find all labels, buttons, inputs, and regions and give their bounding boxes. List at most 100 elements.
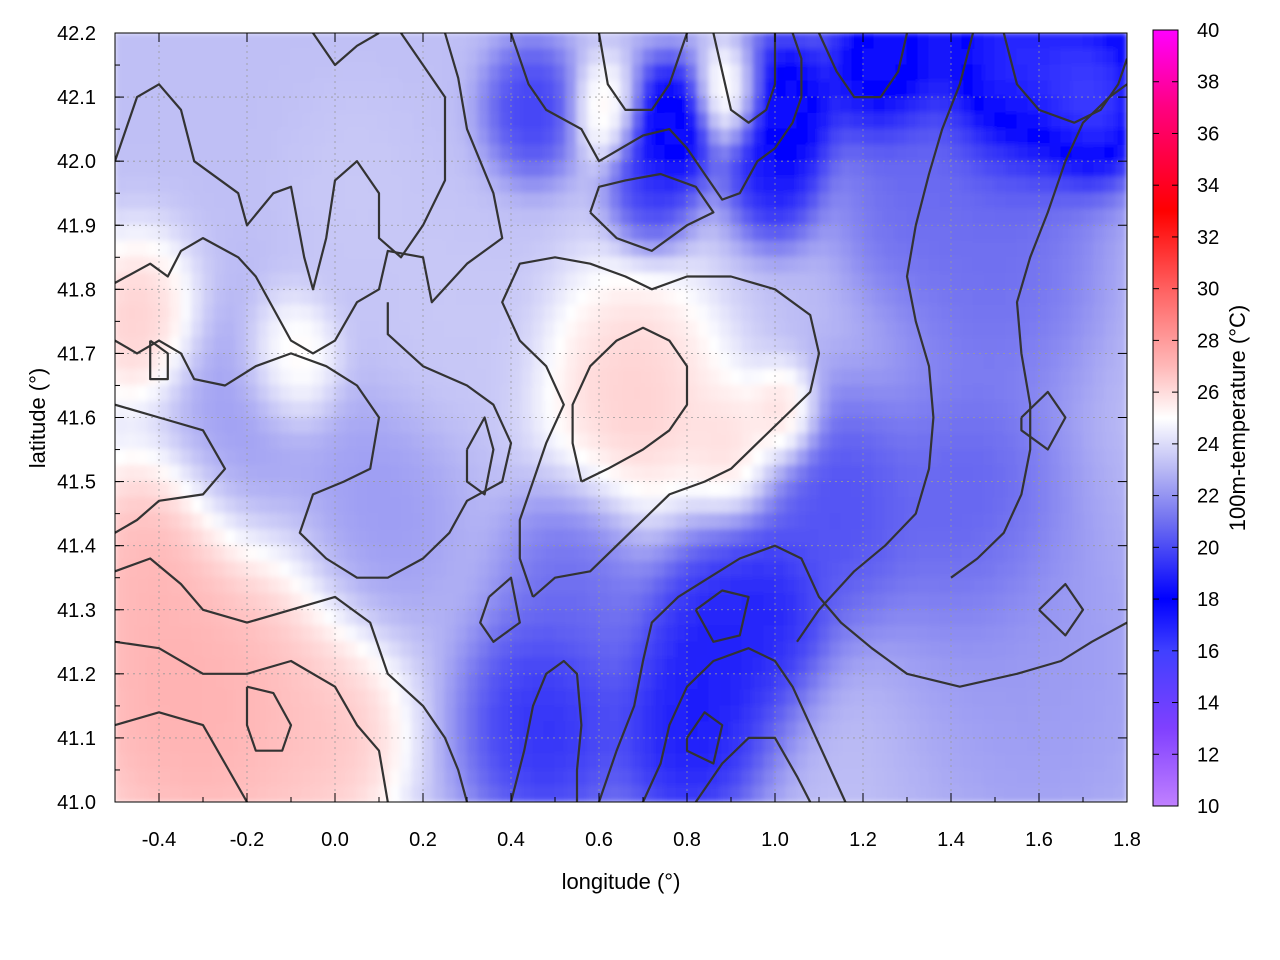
heatmap-cell (499, 689, 512, 707)
heatmap-cell (488, 721, 501, 739)
heatmap-cell (840, 128, 853, 146)
heatmap-cell (961, 689, 974, 707)
heatmap-cell (367, 144, 380, 162)
heatmap-cell (862, 465, 875, 483)
heatmap-cell (609, 304, 622, 322)
heatmap-cell (961, 577, 974, 595)
heatmap-cell (1038, 288, 1051, 306)
heatmap-cell (994, 80, 1007, 98)
heatmap-cell (158, 481, 171, 499)
heatmap-cell (906, 465, 919, 483)
heatmap-cell (422, 513, 435, 531)
heatmap-cell (642, 256, 655, 274)
heatmap-cell (356, 256, 369, 274)
heatmap-cell (257, 737, 270, 755)
heatmap-cell (862, 657, 875, 675)
heatmap-cell (202, 96, 215, 114)
heatmap-cell (851, 449, 864, 467)
heatmap-cell (115, 529, 127, 547)
heatmap-cell (565, 304, 578, 322)
heatmap-cell (752, 352, 765, 370)
heatmap-cell (873, 689, 886, 707)
heatmap-cell (554, 545, 567, 563)
heatmap-cell (488, 272, 501, 290)
heatmap-cell (939, 609, 952, 627)
heatmap-cell (147, 272, 160, 290)
heatmap-cell (488, 689, 501, 707)
heatmap-cell (873, 48, 886, 66)
heatmap-cell (334, 433, 347, 451)
heatmap-cell (1038, 64, 1051, 82)
x-tick-label: 1.2 (849, 829, 877, 851)
heatmap-cell (345, 128, 358, 146)
heatmap-cell (521, 689, 534, 707)
heatmap-cell (356, 304, 369, 322)
heatmap-cell (444, 481, 457, 499)
heatmap-cell (312, 785, 325, 802)
heatmap-cell (323, 593, 336, 611)
heatmap-cell (147, 673, 160, 691)
heatmap-cell (1016, 48, 1029, 66)
heatmap-cell (598, 513, 611, 531)
heatmap-cell (290, 176, 303, 194)
heatmap-cell (983, 96, 996, 114)
heatmap-cell (686, 336, 699, 354)
heatmap-cell (818, 144, 831, 162)
heatmap-cell (466, 641, 479, 659)
heatmap-cell (983, 593, 996, 611)
heatmap-cell (378, 593, 391, 611)
heatmap-cell (598, 192, 611, 210)
heatmap-cell (785, 497, 798, 515)
heatmap-cell (323, 417, 336, 435)
heatmap-cell (675, 144, 688, 162)
heatmap-cell (246, 272, 259, 290)
heatmap-cell (961, 336, 974, 354)
heatmap-cell (367, 336, 380, 354)
heatmap-cell (796, 256, 809, 274)
heatmap-cell (389, 352, 402, 370)
heatmap-cell (917, 705, 930, 723)
heatmap-cell (939, 96, 952, 114)
heatmap-cell (202, 657, 215, 675)
heatmap-cell (719, 288, 732, 306)
heatmap-cell (653, 176, 666, 194)
heatmap-cell (444, 288, 457, 306)
heatmap-cell (224, 641, 237, 659)
heatmap-cell (367, 224, 380, 242)
heatmap-cell (301, 96, 314, 114)
heatmap-cell (455, 721, 468, 739)
heatmap-cell (158, 48, 171, 66)
heatmap-cell (125, 737, 138, 755)
heatmap-cell (543, 208, 556, 226)
heatmap-cell (983, 368, 996, 386)
heatmap-cell (422, 769, 435, 787)
heatmap-cell (1060, 288, 1073, 306)
heatmap-cell (422, 384, 435, 402)
heatmap-cell (279, 673, 292, 691)
heatmap-cell (1082, 192, 1095, 210)
heatmap-cell (400, 80, 413, 98)
heatmap-cell (862, 769, 875, 787)
heatmap-cell (620, 384, 633, 402)
heatmap-cell (642, 705, 655, 723)
heatmap-cell (466, 96, 479, 114)
heatmap-cell (488, 641, 501, 659)
heatmap-cell (411, 769, 424, 787)
heatmap-cell (675, 400, 688, 418)
heatmap-cell (455, 320, 468, 338)
heatmap-cell (433, 689, 446, 707)
heatmap-cell (741, 785, 754, 802)
heatmap-cell (972, 128, 985, 146)
heatmap-cell (763, 529, 776, 547)
heatmap-cell (169, 689, 182, 707)
heatmap-cell (202, 80, 215, 98)
heatmap-cell (609, 417, 622, 435)
heatmap-cell (587, 673, 600, 691)
heatmap-cell (961, 449, 974, 467)
heatmap-cell (543, 465, 556, 483)
heatmap-cell (543, 625, 556, 643)
heatmap-cell (620, 561, 633, 579)
heatmap-cell (356, 513, 369, 531)
heatmap-cell (587, 384, 600, 402)
heatmap-cell (1038, 96, 1051, 114)
